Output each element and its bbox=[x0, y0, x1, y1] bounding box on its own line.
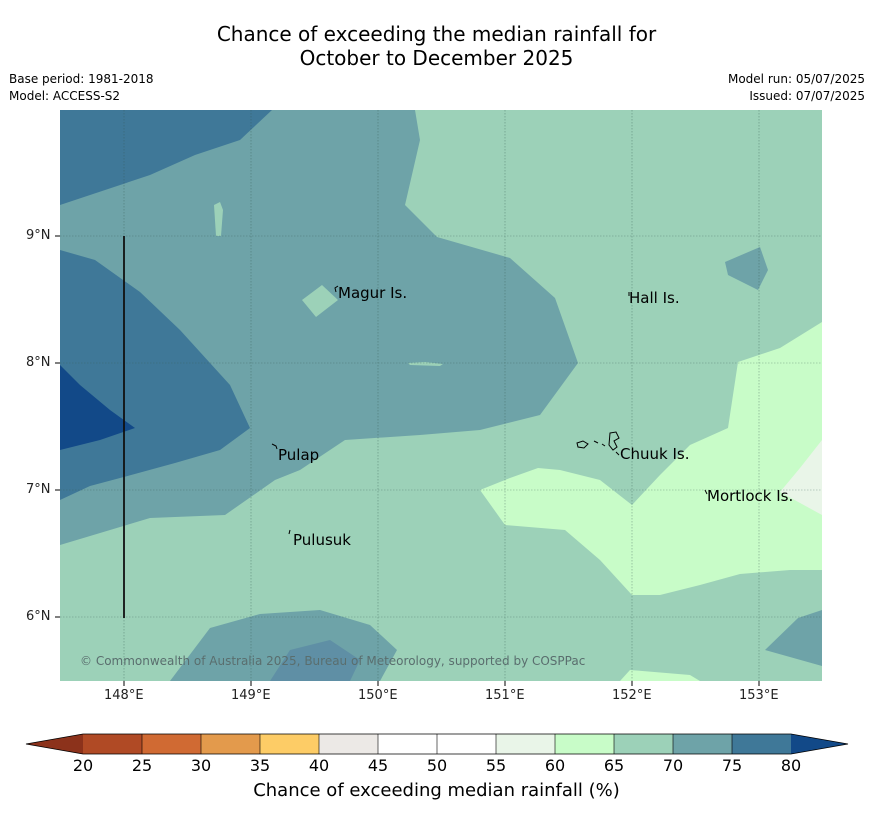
colorbar bbox=[25, 733, 849, 755]
region-above-80 bbox=[60, 365, 135, 450]
colorbar-tick-label: 65 bbox=[603, 756, 625, 775]
lon-label-150e: 150°E bbox=[358, 688, 398, 703]
colorbar-cell bbox=[142, 734, 202, 754]
colorbar-cell bbox=[555, 734, 615, 754]
place-label-pulusuk: Pulusuk bbox=[293, 531, 351, 549]
colorbar-tick-label: 20 bbox=[72, 756, 94, 775]
colorbar-cell bbox=[201, 734, 261, 754]
lat-label-9n: 9°N bbox=[26, 228, 51, 243]
colorbar-cell bbox=[732, 734, 792, 754]
colorbar-tick-label: 75 bbox=[721, 756, 743, 775]
colorbar-tick-label: 25 bbox=[131, 756, 153, 775]
colorbar-over-arrow bbox=[791, 734, 848, 754]
model-text: Model: ACCESS-S2 bbox=[9, 89, 121, 103]
issued-text: Issued: 07/07/2025 bbox=[749, 89, 865, 103]
lon-label-153e: 153°E bbox=[739, 688, 779, 703]
colorbar-cell bbox=[319, 734, 379, 754]
model-run-text: Model run: 05/07/2025 bbox=[727, 72, 865, 86]
lat-label-6n: 6°N bbox=[26, 609, 51, 624]
place-label-magur: Magur Is. bbox=[338, 284, 407, 302]
place-label-chuuk: Chuuk Is. bbox=[620, 445, 689, 463]
region-75-80-south bbox=[270, 640, 360, 681]
colorbar-tick-label: 35 bbox=[249, 756, 271, 775]
lon-label-151e: 151°E bbox=[485, 688, 525, 703]
island-outlines bbox=[271, 285, 708, 535]
region-60-65-south bbox=[620, 670, 700, 681]
lon-label-152e: 152°E bbox=[612, 688, 652, 703]
place-label-pulap: Pulap bbox=[278, 446, 319, 464]
colorbar-under-arrow bbox=[26, 734, 83, 754]
colorbar-tick-label: 70 bbox=[662, 756, 684, 775]
region-65-70-sliver bbox=[214, 202, 223, 236]
place-label-mortlock: Mortlock Is. bbox=[707, 487, 793, 505]
lon-label-148e: 148°E bbox=[104, 688, 144, 703]
lat-label-7n: 7°N bbox=[26, 482, 51, 497]
colorbar-cell bbox=[378, 734, 438, 754]
base-period-text: Base period: 1981-2018 bbox=[9, 72, 154, 86]
copyright-text: © Commonwealth of Australia 2025, Bureau… bbox=[80, 654, 585, 668]
region-65-70-magur bbox=[302, 285, 338, 317]
colorbar-cell bbox=[673, 734, 733, 754]
colorbar-cell bbox=[614, 734, 674, 754]
colorbar-tick-label: 50 bbox=[426, 756, 448, 775]
colorbar-tick-label: 40 bbox=[308, 756, 330, 775]
region-55-60 bbox=[780, 440, 822, 515]
colorbar-tick-label: 60 bbox=[544, 756, 566, 775]
colorbar-tick-label: 55 bbox=[485, 756, 507, 775]
colorbar-cell bbox=[260, 734, 320, 754]
colorbar-label: Chance of exceeding median rainfall (%) bbox=[253, 780, 620, 801]
map-title-line-1: Chance of exceeding the median rainfall … bbox=[216, 22, 657, 46]
colorbar-cell bbox=[83, 734, 143, 754]
region-65-70-line bbox=[408, 362, 443, 366]
map-title-line-2: October to December 2025 bbox=[299, 46, 574, 70]
region-70-75-southeast bbox=[765, 610, 822, 666]
lon-label-149e: 149°E bbox=[231, 688, 271, 703]
colorbar-outline bbox=[25, 733, 849, 755]
colorbar-cell bbox=[496, 734, 556, 754]
colorbar-tick-label: 45 bbox=[367, 756, 389, 775]
colorbar-cell bbox=[437, 734, 497, 754]
region-60-65 bbox=[480, 322, 822, 595]
region-75-80-north bbox=[60, 110, 272, 205]
place-label-hall: Hall Is. bbox=[629, 289, 680, 307]
colorbar-tick-label: 80 bbox=[780, 756, 802, 775]
region-70-75-hall bbox=[725, 247, 768, 290]
lat-label-8n: 8°N bbox=[26, 355, 51, 370]
map-axis-ticks bbox=[55, 235, 760, 686]
region-75-80-west bbox=[60, 250, 250, 500]
colorbar-tick-label: 30 bbox=[190, 756, 212, 775]
